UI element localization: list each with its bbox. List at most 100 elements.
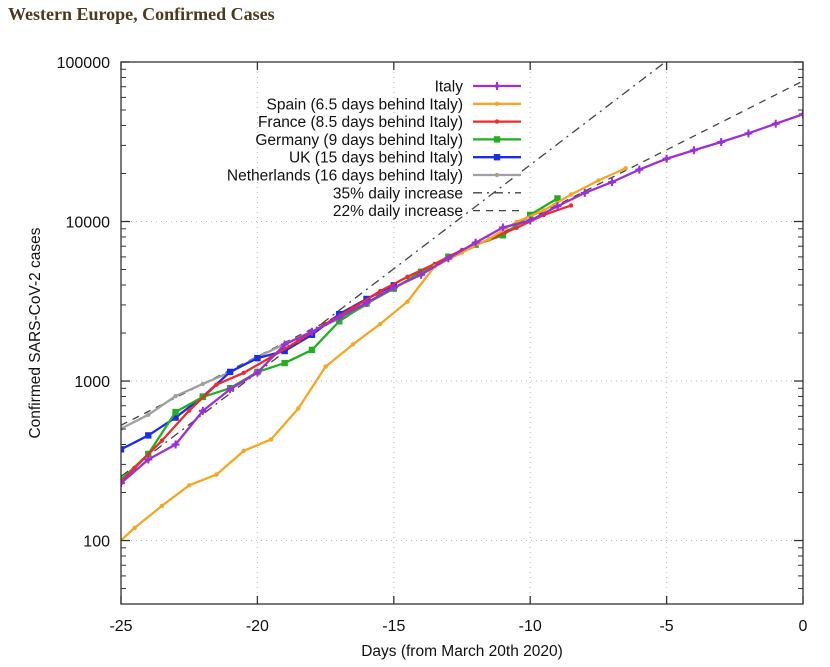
- series-line: [121, 113, 803, 484]
- marker-point: [227, 387, 233, 392]
- marker-dot: [350, 342, 356, 347]
- legend-label: 22% daily increase: [333, 203, 463, 220]
- marker-dot: [377, 321, 383, 327]
- marker-point: [528, 218, 533, 223]
- y-tick-label: 1000: [74, 374, 110, 391]
- marker-dot: [187, 483, 192, 488]
- series-spain: [105, 166, 628, 554]
- marker-point: [494, 83, 500, 89]
- marker-dot: [487, 236, 492, 241]
- marker-point: [609, 179, 615, 185]
- marker-dot: [105, 550, 109, 554]
- ticks: [120, 61, 804, 605]
- marker-dot: [268, 437, 274, 442]
- marker-dot: [214, 472, 219, 477]
- legend-label: Netherlands (16 days behind Italy): [227, 168, 463, 185]
- x-tick-label: 0: [799, 618, 808, 635]
- marker-dot: [200, 381, 206, 387]
- marker-dot: [296, 406, 301, 411]
- marker-point: [664, 156, 669, 161]
- x-tick-label: -20: [246, 618, 269, 635]
- marker-square: [554, 195, 561, 202]
- series-line: [121, 204, 572, 484]
- marker-dot: [405, 299, 410, 304]
- marker-point: [746, 131, 751, 136]
- marker-dot: [514, 225, 519, 230]
- legend-label: Spain (6.5 days behind Italy): [267, 96, 463, 113]
- legend-label: Germany (9 days behind Italy): [255, 132, 463, 149]
- marker-dot: [405, 274, 410, 280]
- marker-dot: [132, 525, 137, 531]
- marker-point: [500, 225, 506, 230]
- legend-item: France (8.5 days behind Italy): [258, 114, 521, 131]
- y-tick-label: 10000: [66, 215, 111, 232]
- y-tick-label: 100: [83, 534, 110, 551]
- series-layer: [105, 62, 803, 554]
- marker-point: [337, 315, 342, 320]
- x-tick-label: -15: [382, 618, 405, 635]
- marker-dot: [241, 370, 246, 375]
- marker-dot: [568, 192, 574, 197]
- marker-square: [493, 154, 501, 161]
- marker-point: [773, 121, 778, 126]
- legend-item: Netherlands (16 days behind Italy): [227, 168, 521, 185]
- series-35: [121, 62, 667, 478]
- marker-square: [281, 347, 288, 355]
- marker-point: [282, 342, 287, 347]
- marker-square: [172, 408, 179, 416]
- marker-point: [364, 300, 369, 306]
- legend-item: Italy: [435, 79, 521, 96]
- series-italy: [121, 110, 803, 488]
- legend-item: Spain (6.5 days behind Italy): [267, 96, 521, 113]
- marker-square: [226, 368, 234, 376]
- marker-dot: [494, 172, 500, 178]
- marker-square: [254, 354, 261, 362]
- marker-dot: [159, 503, 165, 509]
- marker-point: [146, 457, 151, 462]
- marker-square: [145, 432, 152, 439]
- x-tick-label: -25: [109, 618, 132, 635]
- marker-dot: [541, 208, 547, 213]
- tick-labels: -25 -20 -15 -10 -5 0 100 1000 10000 100000: [57, 55, 808, 635]
- series-france: [121, 203, 574, 484]
- x-tick-label: -5: [659, 618, 673, 635]
- marker-plus: [121, 479, 125, 488]
- marker-dot: [568, 203, 574, 208]
- marker-dot: [623, 166, 628, 171]
- marker-dot: [323, 364, 328, 369]
- legend-item: Germany (9 days behind Italy): [255, 132, 521, 149]
- legend-item: UK (15 days behind Italy): [289, 150, 521, 167]
- marker-dot: [159, 438, 165, 443]
- marker-dot: [187, 408, 192, 413]
- marker-dot: [377, 288, 383, 294]
- y-tick-label: 100000: [57, 55, 110, 72]
- marker-square: [308, 346, 316, 354]
- marker-square: [499, 232, 507, 239]
- marker-point: [582, 190, 587, 196]
- marker-square: [172, 414, 179, 421]
- marker-point: [718, 139, 724, 145]
- marker-dot: [494, 101, 500, 107]
- marker-point: [173, 442, 178, 447]
- marker-point: [200, 408, 206, 414]
- page-title: Western Europe, Confirmed Cases: [8, 4, 275, 24]
- legend-label: UK (15 days behind Italy): [289, 150, 463, 167]
- y-axis-label: Confirmed SARS-CoV-2 cases: [27, 227, 44, 438]
- series-line: [121, 197, 559, 481]
- marker-point: [691, 148, 697, 153]
- marker-point: [637, 167, 642, 172]
- marker-dot: [146, 412, 151, 418]
- marker-point: [555, 204, 560, 209]
- marker-dot: [214, 382, 219, 387]
- x-tick-label: -10: [519, 618, 542, 635]
- marker-point: [473, 240, 478, 245]
- marker-dot: [596, 178, 601, 183]
- marker-plus: [799, 110, 803, 119]
- marker-dot: [173, 393, 178, 399]
- marker-point: [446, 256, 451, 261]
- legend-item: 35% daily increase: [333, 185, 521, 202]
- marker-point: [418, 272, 424, 277]
- legend-label: France (8.5 days behind Italy): [258, 114, 463, 131]
- marker-point: [391, 285, 396, 290]
